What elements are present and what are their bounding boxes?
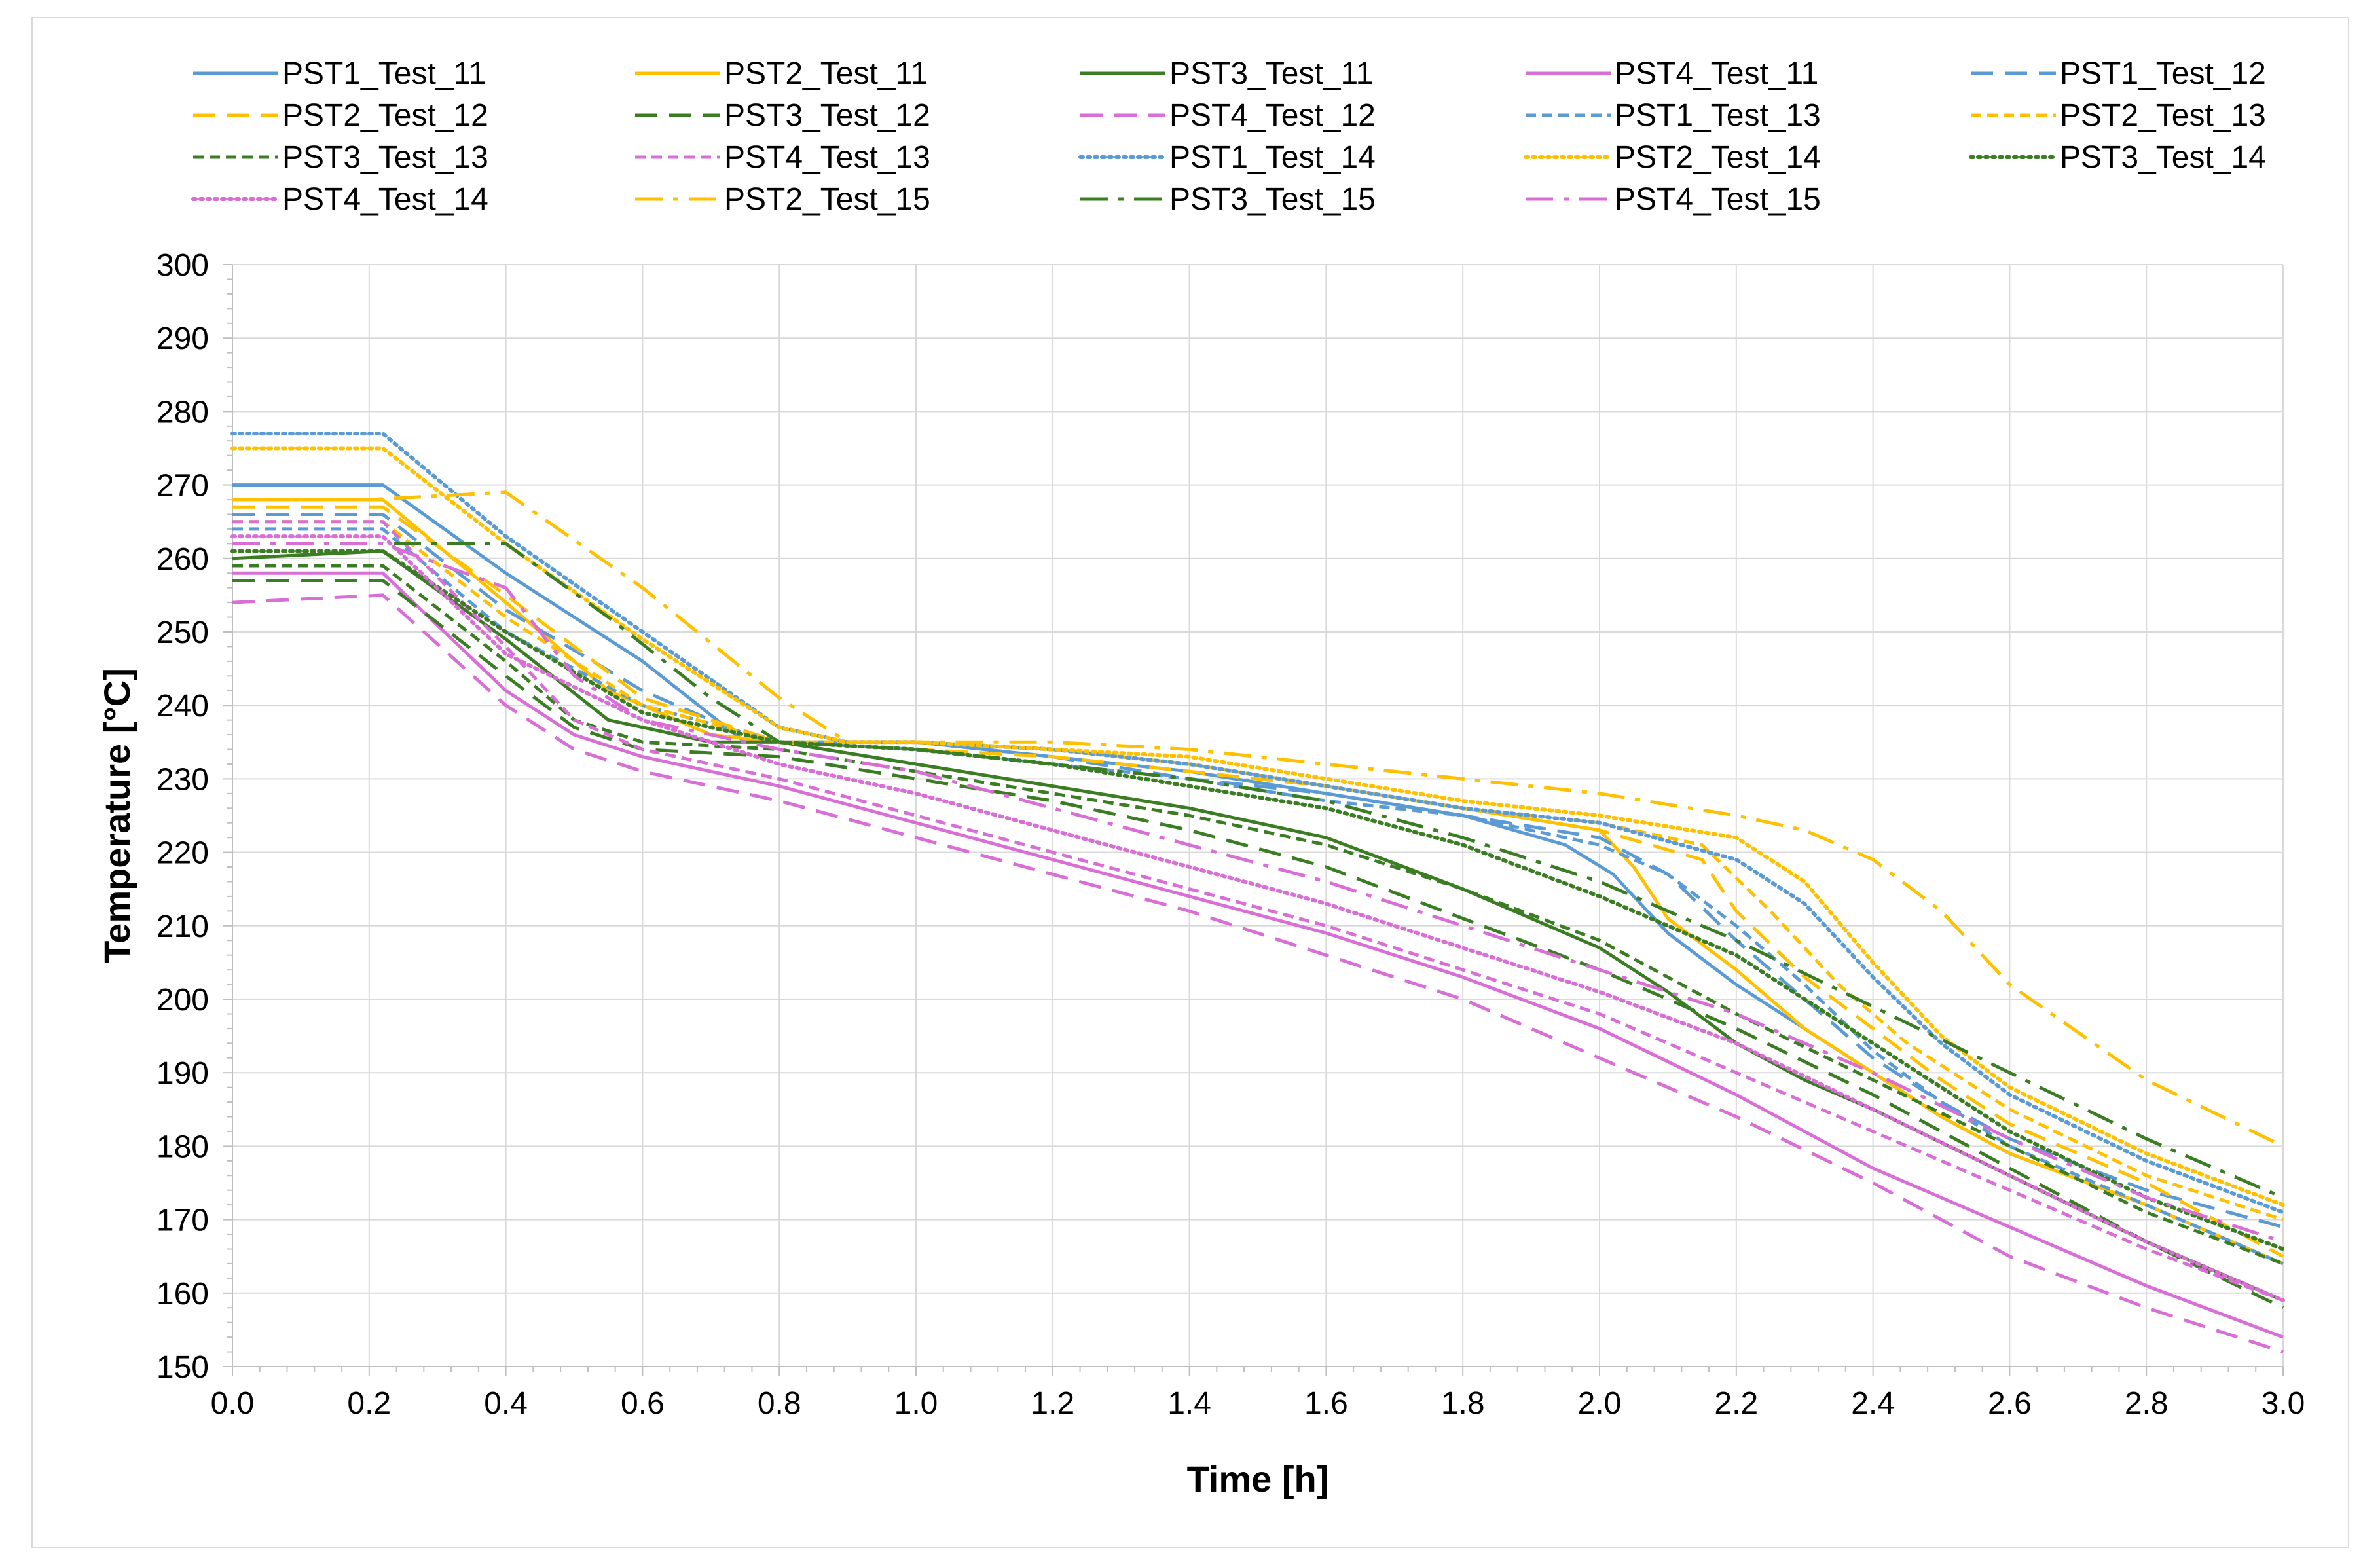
y-axis-title: Temperature [°C]: [96, 668, 137, 963]
y-tick-label: 270: [156, 469, 209, 504]
legend-label: PST4_Test_15: [1615, 182, 1821, 217]
chart-frame: 0.0 0.2 0.4 0.6 0.8 1.0 1.2 1.4 1.6 1.8 2.0 2.2 2.4 2…: [31, 17, 2349, 1548]
legend-label: PST3_Test_14: [2060, 140, 2266, 175]
legend-label: PST2_Test_12: [282, 98, 488, 133]
x-tick-label: 1.6: [1304, 1386, 1348, 1421]
legend-item: PST2_Test_13: [1971, 98, 2266, 133]
legend-item: PST3_Test_14: [1969, 140, 2266, 175]
y-tick-label: 150: [156, 1350, 209, 1385]
x-tick-label: 2.6: [1988, 1386, 2032, 1421]
y-tick-label: 230: [156, 762, 209, 797]
x-tick-label: 1.2: [1031, 1386, 1074, 1421]
x-tick-label: 0.2: [347, 1386, 391, 1421]
x-tick-label: 1.0: [894, 1386, 938, 1421]
y-tick-label: 180: [156, 1130, 209, 1164]
legend-item: PST1_Test_12: [1971, 56, 2266, 91]
legend-label: PST4_Test_13: [724, 140, 930, 175]
legend-item: PST2_Test_14: [1524, 140, 1821, 175]
legend-label: PST2_Test_11: [724, 56, 928, 91]
legend-label: PST2_Test_14: [1615, 140, 1821, 175]
x-tick-label: 2.8: [2125, 1386, 2169, 1421]
legend-item: PST3_Test_11: [1080, 56, 1373, 91]
grid: [232, 264, 2284, 1367]
legend-label: PST1_Test_11: [282, 56, 486, 91]
series-line-pst1-test-13: [232, 527, 2284, 1266]
legend-item: PST2_Test_12: [193, 98, 488, 133]
legend-item: PST2_Test_15: [635, 182, 930, 217]
x-tick-label: 2.2: [1714, 1386, 1758, 1421]
series-line-pst3-test-13: [232, 564, 2284, 1266]
legend-item: PST1_Test_11: [193, 56, 486, 91]
legend-item: PST4_Test_15: [1526, 182, 1821, 217]
legend-label: PST4_Test_14: [282, 182, 488, 217]
legend-label: PST3_Test_13: [282, 140, 488, 175]
x-tick-label: 2.0: [1578, 1386, 1622, 1421]
legend-item: PST3_Test_15: [1080, 182, 1376, 217]
legend-item: PST4_Test_13: [635, 140, 930, 175]
y-tick-label: 300: [156, 248, 209, 283]
chart-canvas: 0.0 0.2 0.4 0.6 0.8 1.0 1.2 1.4 1.6 1.8 2.0 2.2 2.4 2…: [96, 56, 2305, 1499]
legend-label: PST4_Test_11: [1615, 56, 1818, 91]
legend-label: PST3_Test_11: [1169, 56, 1373, 91]
x-tick-label: 1.4: [1167, 1386, 1211, 1421]
legend-item: PST4_Test_11: [1526, 56, 1818, 91]
legend-item: PST1_Test_13: [1526, 98, 1821, 133]
y-tick-label: 200: [156, 983, 209, 1018]
series-line-pst3-test-15: [232, 542, 2284, 1200]
x-tick-label: 3.0: [2261, 1386, 2305, 1421]
y-tick-label: 210: [156, 910, 209, 944]
x-tick-label: 1.8: [1441, 1386, 1485, 1421]
x-tick-label: 2.4: [1851, 1386, 1895, 1421]
legend-item: PST2_Test_11: [635, 56, 928, 91]
legend-label: PST2_Test_13: [2060, 98, 2266, 133]
legend-label: PST1_Test_13: [1615, 98, 1821, 133]
x-tick-label: 0.0: [211, 1386, 255, 1421]
series-line-pst1-test-14: [230, 432, 2285, 1215]
legend-item: PST4_Test_14: [191, 182, 488, 217]
legend-item: PST1_Test_14: [1078, 140, 1376, 175]
series-line-pst4-test-13: [232, 520, 2284, 1302]
x-axis-title: Time [h]: [1187, 1458, 1329, 1499]
series-line-pst4-test-15: [232, 542, 2284, 1243]
legend-item: PST3_Test_13: [193, 140, 488, 175]
legend-label: PST4_Test_12: [1169, 98, 1376, 133]
y-tick-label: 170: [156, 1204, 209, 1238]
y-tick-label: 220: [156, 836, 209, 871]
y-tick-label: 290: [156, 322, 209, 356]
series-line-pst2-test-14: [230, 446, 2285, 1207]
y-tick-label: 260: [156, 542, 209, 577]
series-line-pst2-test-11: [232, 498, 2284, 1266]
series-line-pst2-test-15: [232, 490, 2284, 1148]
series-line-pst4-test-11: [232, 571, 2284, 1339]
series-line-pst4-test-12: [232, 593, 2284, 1353]
series-line-pst2-test-12: [232, 505, 2284, 1258]
y-tick-label: 280: [156, 395, 209, 430]
y-tick-label: 190: [156, 1056, 209, 1091]
series-line-pst2-test-13: [232, 520, 2284, 1221]
legend-label: PST3_Test_15: [1169, 182, 1376, 217]
legend-item: PST4_Test_12: [1080, 98, 1376, 133]
legend-label: PST1_Test_12: [2060, 56, 2266, 91]
y-tick-label: 160: [156, 1277, 209, 1312]
series-lines: [230, 432, 2285, 1353]
legend-label: PST1_Test_14: [1169, 140, 1376, 175]
y-tick-label: 240: [156, 689, 209, 724]
x-tick-label: 0.8: [758, 1386, 801, 1421]
series-line-pst1-test-11: [232, 483, 2284, 1266]
legend: PST1_Test_11 PST2_Test_11 PST3_Test_11 PST4…: [191, 56, 2266, 217]
y-tick-label: 250: [156, 616, 209, 650]
x-tick-label: 0.4: [484, 1386, 528, 1421]
legend-label: PST3_Test_12: [724, 98, 930, 133]
series-line-pst4-test-14: [230, 534, 2285, 1302]
legend-label: PST2_Test_15: [724, 182, 930, 217]
series-line-pst3-test-14: [230, 549, 2285, 1251]
x-tick-label: 0.6: [621, 1386, 665, 1421]
legend-item: PST3_Test_12: [635, 98, 930, 133]
axes: 0.0 0.2 0.4 0.6 0.8 1.0 1.2 1.4 1.6 1.8 2.0 2.2 2.4 2…: [156, 248, 2305, 1421]
